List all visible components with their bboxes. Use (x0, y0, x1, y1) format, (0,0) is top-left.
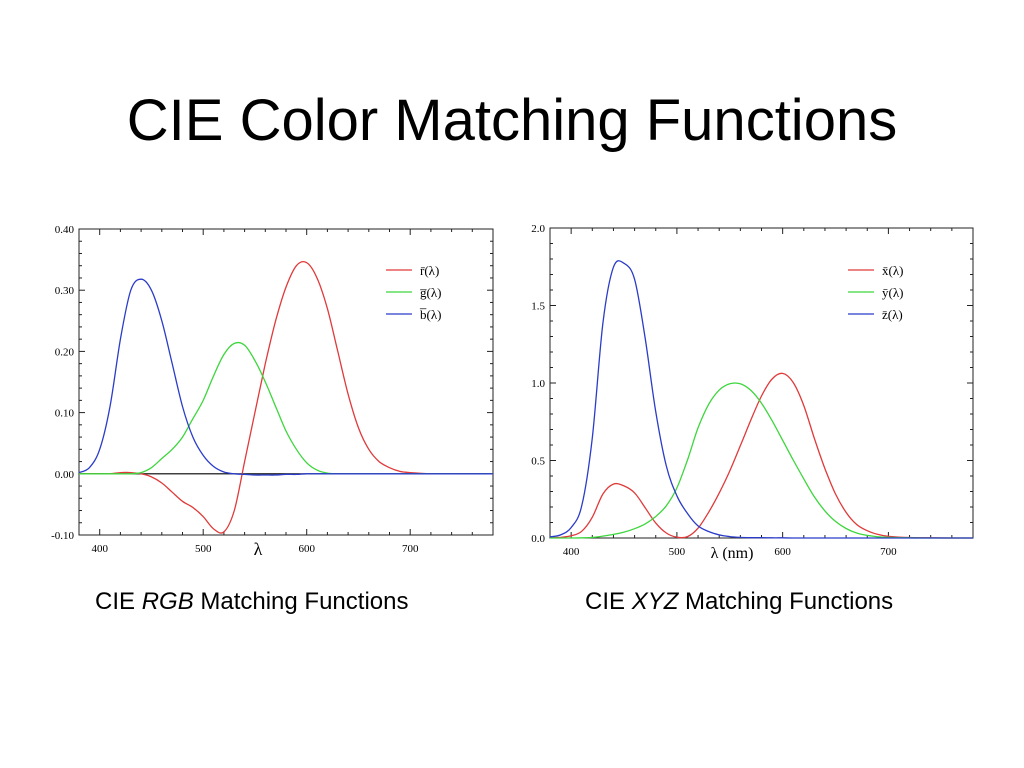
rgb-xtick-label: 500 (195, 543, 212, 555)
xyz-xtick-label: 500 (669, 546, 686, 558)
xyz-chart-svg: 0.0 0.5 1.0 1.5 2.0 400 500 600 700 λ (nm) x̄(λ) ȳ(… (531, 223, 974, 562)
rgb-ytick-label: 0.40 (55, 224, 75, 236)
xyz-x-axis-label: λ (nm) (711, 545, 754, 562)
rgb-xtick-label: 400 (91, 543, 108, 555)
rgb-legend-label-1: r̄(λ) (420, 263, 439, 278)
xyz-ytick-label: 1.0 (531, 378, 545, 390)
xyz-legend-label-3: z̄(λ) (882, 307, 903, 322)
rgb-legend-label-2: g̅(λ) (419, 285, 441, 300)
xyz-series-line-2 (549, 382, 973, 539)
xyz-caption-prefix: CIE (585, 588, 632, 615)
rgb-ytick-label: 0.30 (55, 285, 75, 297)
rgb-ytick-label: 0.20 (55, 346, 75, 358)
slide-title: CIE Color Matching Functions (126, 88, 898, 153)
xyz-xtick-label: 700 (880, 546, 897, 558)
rgb-chart-svg: -0.10 0.00 0.10 0.20 0.30 0.40 400 500 600 700 λ r̄… (51, 224, 494, 559)
rgb-series-line-2 (79, 341, 493, 475)
rgb-series-line-3 (78, 278, 493, 476)
rgb-x-axis-label: λ (254, 539, 263, 559)
xyz-legend-label-1: x̄(λ) (882, 263, 903, 278)
xyz-plot-frame (549, 227, 974, 539)
rgb-matching-chart: -0.10 0.00 0.10 0.20 0.30 0.40 400 500 600 700 λ r̄… (38, 218, 496, 568)
xyz-caption: CIE XYZ Matching Functions (585, 588, 893, 616)
rgb-legend-label-3: b̅(λ) (419, 307, 441, 322)
rgb-ytick-label: -0.10 (51, 530, 74, 542)
xyz-matching-chart: 0.0 0.5 1.0 1.5 2.0 400 500 600 700 λ (nm) x̄(λ) ȳ(… (520, 223, 976, 570)
rgb-series-line-1 (79, 260, 493, 534)
xyz-ytick-label: 0.5 (531, 456, 545, 468)
rgb-ytick-label: 0.00 (55, 469, 75, 481)
xyz-caption-italic: XYZ (631, 588, 679, 615)
xyz-ytick-label: 0.0 (531, 533, 545, 545)
rgb-caption-suffix: Matching Functions (193, 588, 409, 615)
rgb-caption-prefix: CIE (95, 588, 142, 615)
xyz-ytick-label: 2.0 (531, 223, 545, 235)
xyz-legend-label-2: ȳ(λ) (882, 285, 903, 300)
xyz-series-line-3 (549, 260, 973, 539)
xyz-xtick-label: 400 (563, 546, 580, 558)
xyz-caption-suffix: Matching Functions (678, 588, 894, 615)
rgb-xtick-label: 600 (298, 543, 315, 555)
rgb-xtick-label: 700 (402, 543, 419, 555)
xyz-xtick-label: 600 (774, 546, 791, 558)
rgb-ytick-label: 0.10 (55, 408, 75, 420)
xyz-series-line-1 (549, 372, 973, 539)
xyz-ytick-label: 1.5 (531, 301, 545, 313)
rgb-caption-italic: RGB (141, 588, 194, 615)
rgb-caption: CIE RGB Matching Functions (95, 588, 408, 616)
